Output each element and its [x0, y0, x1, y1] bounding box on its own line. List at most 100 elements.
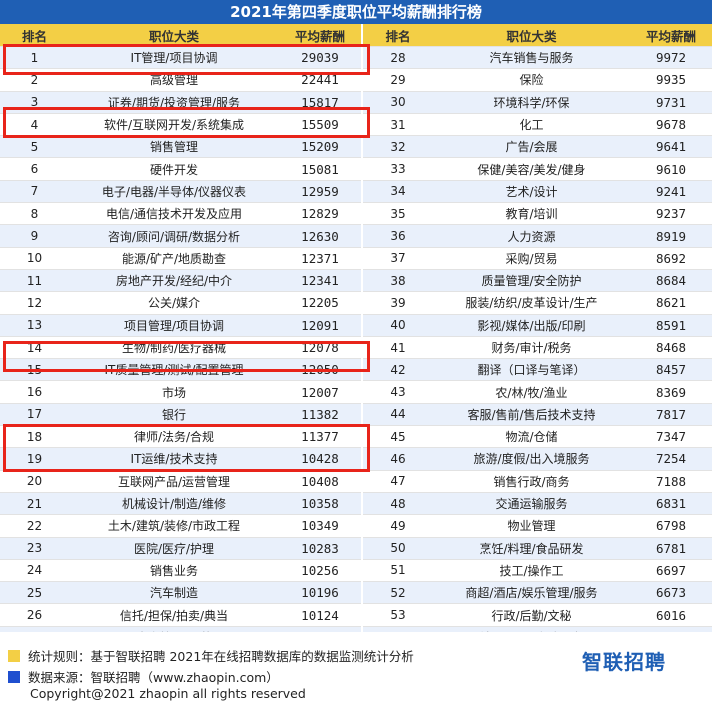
right-salary-cell: 8468: [630, 336, 712, 360]
right-salary-cell: 9237: [630, 202, 712, 226]
left-salary-cell: 10196: [279, 581, 362, 605]
left-salary-cell: 11377: [279, 425, 362, 449]
right-category-cell: 保健/美容/美发/健身: [433, 157, 630, 181]
left-salary-cell: 10349: [279, 514, 362, 538]
table-header-row: 排名 职位大类 平均薪酬 排名 职位大类 平均薪酬: [0, 24, 712, 47]
left-rank-cell: 21: [0, 492, 69, 516]
right-salary-cell: 7347: [630, 425, 712, 449]
right-category-cell: 物业管理: [433, 514, 630, 538]
right-category-cell: 交通运输服务: [433, 492, 630, 516]
left-salary-cell: 12205: [279, 291, 362, 315]
right-rank-cell: 43: [361, 380, 433, 404]
source-text: 数据来源：智联招聘（www.zhaopin.com）: [28, 670, 279, 685]
table-row: 16 市场 12007 43 农/林/牧/渔业 8369: [0, 380, 712, 404]
right-rank-cell: 44: [361, 403, 433, 427]
right-category-cell: 保险: [433, 68, 630, 92]
left-salary-cell: 29039: [279, 46, 362, 70]
right-salary-cell: 8692: [630, 247, 712, 270]
right-category-cell: 影视/媒体/出版/印刷: [433, 314, 630, 337]
left-rank-cell: 18: [0, 425, 69, 449]
right-category-cell: 翻译（口译与笔译）: [433, 358, 630, 382]
right-rank-cell: 31: [361, 113, 433, 137]
left-rank-cell: 22: [0, 514, 69, 538]
left-rank-cell: 12: [0, 291, 69, 315]
left-category-cell: 项目管理/项目协调: [69, 314, 279, 337]
table-row: 17 银行 11382 44 客服/售前/售后技术支持 7817: [0, 403, 712, 427]
right-rank-cell: 51: [361, 559, 433, 583]
right-salary-cell: 7817: [630, 403, 712, 427]
left-category-cell: 销售管理: [69, 135, 279, 159]
left-rank-cell: 25: [0, 581, 69, 605]
right-category-cell: 质量管理/安全防护: [433, 269, 630, 293]
right-category-cell: 服装/纺织/皮革设计/生产: [433, 291, 630, 315]
left-salary-cell: 15509: [279, 113, 362, 137]
right-rank-cell: 50: [361, 537, 433, 560]
right-category-cell: 汽车销售与服务: [433, 46, 630, 70]
right-salary-cell: 6673: [630, 581, 712, 605]
right-rank-cell: 49: [361, 514, 433, 538]
right-salary-cell: 7254: [630, 447, 712, 471]
left-rank-cell: 6: [0, 157, 69, 181]
right-category-cell: 人力资源: [433, 224, 630, 248]
right-category-cell: 艺术/设计: [433, 180, 630, 204]
right-rank-cell: 38: [361, 269, 433, 293]
table-row: 14 生物/制药/医疗器械 12078 41 财务/审计/税务 8468: [0, 336, 712, 360]
left-category-cell: IT质量管理/测试/配置管理: [69, 358, 279, 382]
left-category-cell: 能源/矿产/地质勘查: [69, 247, 279, 270]
left-salary-cell: 10124: [279, 603, 362, 627]
right-rank-cell: 40: [361, 314, 433, 337]
right-category-cell: 商超/酒店/娱乐管理/服务: [433, 581, 630, 605]
right-category-cell: 销售行政/商务: [433, 470, 630, 493]
right-category-cell: 客服/售前/售后技术支持: [433, 403, 630, 427]
right-salary-cell: 8684: [630, 269, 712, 293]
salary-ranking-table: 排名 职位大类 平均薪酬 排名 职位大类 平均薪酬 1 IT管理/项目协调 2903…: [0, 24, 712, 650]
left-rank-cell: 8: [0, 202, 69, 226]
right-salary-cell: 6016: [630, 603, 712, 627]
header-salary-right: 平均薪酬: [630, 24, 712, 47]
table-row: 18 律师/法务/合规 11377 45 物流/仓储 7347: [0, 425, 712, 449]
right-salary-cell: 6697: [630, 559, 712, 583]
left-category-cell: 机械设计/制造/维修: [69, 492, 279, 516]
left-category-cell: 银行: [69, 403, 279, 427]
right-rank-cell: 34: [361, 180, 433, 204]
left-rank-cell: 17: [0, 403, 69, 427]
left-salary-cell: 12959: [279, 180, 362, 204]
right-rank-cell: 52: [361, 581, 433, 605]
left-category-cell: 高级管理: [69, 68, 279, 92]
right-category-cell: 物流/仓储: [433, 425, 630, 449]
left-salary-cell: 12371: [279, 247, 362, 270]
table-row: 20 互联网产品/运营管理 10408 47 销售行政/商务 7188: [0, 470, 712, 493]
table-row: 25 汽车制造 10196 52 商超/酒店/娱乐管理/服务 6673: [0, 581, 712, 605]
right-rank-cell: 41: [361, 336, 433, 360]
right-rank-cell: 28: [361, 46, 433, 70]
right-rank-cell: 53: [361, 603, 433, 627]
right-category-cell: 旅游/度假/出入境服务: [433, 447, 630, 471]
right-category-cell: 广告/会展: [433, 135, 630, 159]
left-salary-cell: 10256: [279, 559, 362, 583]
left-rank-cell: 1: [0, 46, 69, 70]
left-rank-cell: 20: [0, 470, 69, 493]
right-category-cell: 技工/操作工: [433, 559, 630, 583]
right-rank-cell: 47: [361, 470, 433, 493]
right-salary-cell: 8591: [630, 314, 712, 337]
right-salary-cell: 9678: [630, 113, 712, 137]
right-salary-cell: 9241: [630, 180, 712, 204]
left-salary-cell: 10428: [279, 447, 362, 471]
left-category-cell: 汽车制造: [69, 581, 279, 605]
left-rank-cell: 5: [0, 135, 69, 159]
left-salary-cell: 15817: [279, 91, 362, 114]
right-salary-cell: 6831: [630, 492, 712, 516]
right-category-cell: 化工: [433, 113, 630, 137]
header-salary-left: 平均薪酬: [279, 24, 362, 47]
left-category-cell: 软件/互联网开发/系统集成: [69, 113, 279, 137]
left-salary-cell: 12630: [279, 224, 362, 248]
table-row: 12 公关/媒介 12205 39 服装/纺织/皮革设计/生产 8621: [0, 291, 712, 315]
source-note: 数据来源：智联招聘（www.zhaopin.com）: [8, 667, 279, 686]
left-rank-cell: 26: [0, 603, 69, 627]
table-row: 7 电子/电器/半导体/仪器仪表 12959 34 艺术/设计 9241: [0, 180, 712, 204]
left-category-cell: 房地产开发/经纪/中介: [69, 269, 279, 293]
rule-note: 统计规则：基于智联招聘 2021年在线招聘数据库的数据监测统计分析: [8, 646, 414, 665]
right-salary-cell: 9641: [630, 135, 712, 159]
table-row: 11 房地产开发/经纪/中介 12341 38 质量管理/安全防护 8684: [0, 269, 712, 293]
